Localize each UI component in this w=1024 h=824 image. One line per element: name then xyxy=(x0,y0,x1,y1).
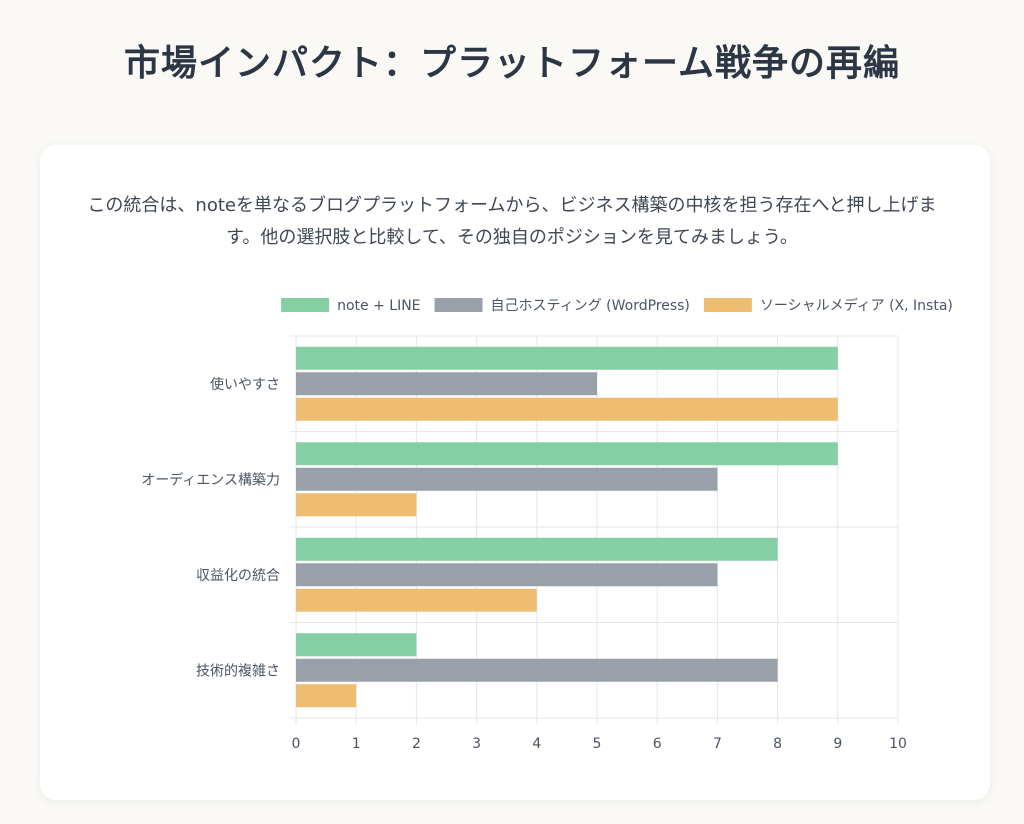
category-label: 技術的複雑さ xyxy=(196,662,280,679)
bar xyxy=(296,442,838,466)
bar xyxy=(296,493,417,517)
x-tick-label: 4 xyxy=(532,736,541,752)
x-tick-label: 5 xyxy=(593,736,602,752)
page-title: 市場インパクト：プラットフォーム戦争の再編 xyxy=(124,43,900,84)
legend-item[interactable]: ソーシャルメディア (X, Insta) xyxy=(703,297,953,314)
chart-legend: note + LINE 自己ホスティング (WordPress) ソーシャルメディア… xyxy=(281,297,953,314)
x-tick-label: 0 xyxy=(292,736,301,752)
x-tick-label: 2 xyxy=(412,736,421,752)
bar xyxy=(296,537,778,561)
bar xyxy=(296,684,357,708)
legend-label: 自己ホスティング (WordPress) xyxy=(491,298,690,314)
bar xyxy=(296,563,718,587)
intro-text: この統合は、noteを単なるブログプラットフォームから、ビジネス構築の中核を担う… xyxy=(87,195,937,248)
bar xyxy=(296,633,417,657)
x-tick-label: 9 xyxy=(833,736,842,752)
x-tick-label: 7 xyxy=(713,736,722,752)
bar xyxy=(296,588,537,612)
chart-bars xyxy=(296,346,838,708)
bar xyxy=(296,346,838,370)
legend-item[interactable]: note + LINE xyxy=(281,298,421,314)
bar xyxy=(296,467,718,491)
x-tick-label: 3 xyxy=(472,736,481,752)
legend-item[interactable]: 自己ホスティング (WordPress) xyxy=(434,298,690,314)
bar xyxy=(296,372,597,396)
legend-swatch xyxy=(703,298,752,312)
bar xyxy=(296,658,778,682)
x-tick-label: 6 xyxy=(653,736,662,752)
category-label: 収益化の統合 xyxy=(196,568,280,584)
x-tick-label: 8 xyxy=(773,736,782,752)
x-axis-ticks: 0 1 2 3 4 5 6 7 8 9 10 xyxy=(292,736,907,752)
x-tick-label: 10 xyxy=(889,736,907,752)
legend-swatch xyxy=(281,298,330,312)
category-label: 使いやすさ xyxy=(210,376,280,393)
legend-label: note + LINE xyxy=(337,298,420,314)
x-tick-label: 1 xyxy=(352,736,361,752)
legend-swatch xyxy=(434,298,483,312)
legend-label: ソーシャルメディア (X, Insta) xyxy=(760,297,953,314)
bar xyxy=(296,397,838,421)
category-label: オーディエンス構築力 xyxy=(141,471,280,488)
